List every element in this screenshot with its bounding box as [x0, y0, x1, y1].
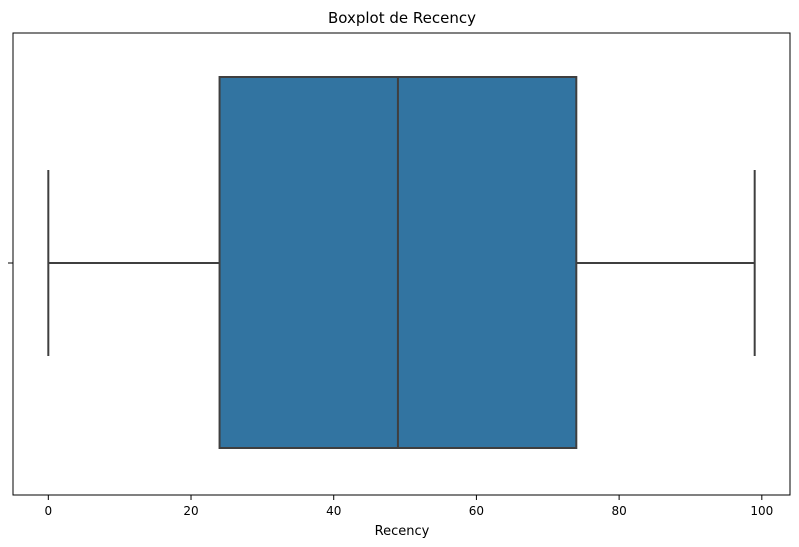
x-tick-label: 80 — [611, 504, 626, 518]
axes-frame — [12, 32, 791, 496]
x-axis-ticks: 0 20 40 60 80 100 — [44, 495, 773, 518]
x-tick-label: 60 — [469, 504, 484, 518]
x-tick-label: 0 — [44, 504, 52, 518]
x-tick-label: 40 — [326, 504, 341, 518]
x-tick-label: 20 — [183, 504, 198, 518]
chart-title: Boxplot de Recency — [328, 9, 476, 27]
plot-area — [47, 76, 756, 449]
x-axis-label: Recency — [375, 524, 430, 539]
x-tick-label: 100 — [750, 504, 773, 518]
